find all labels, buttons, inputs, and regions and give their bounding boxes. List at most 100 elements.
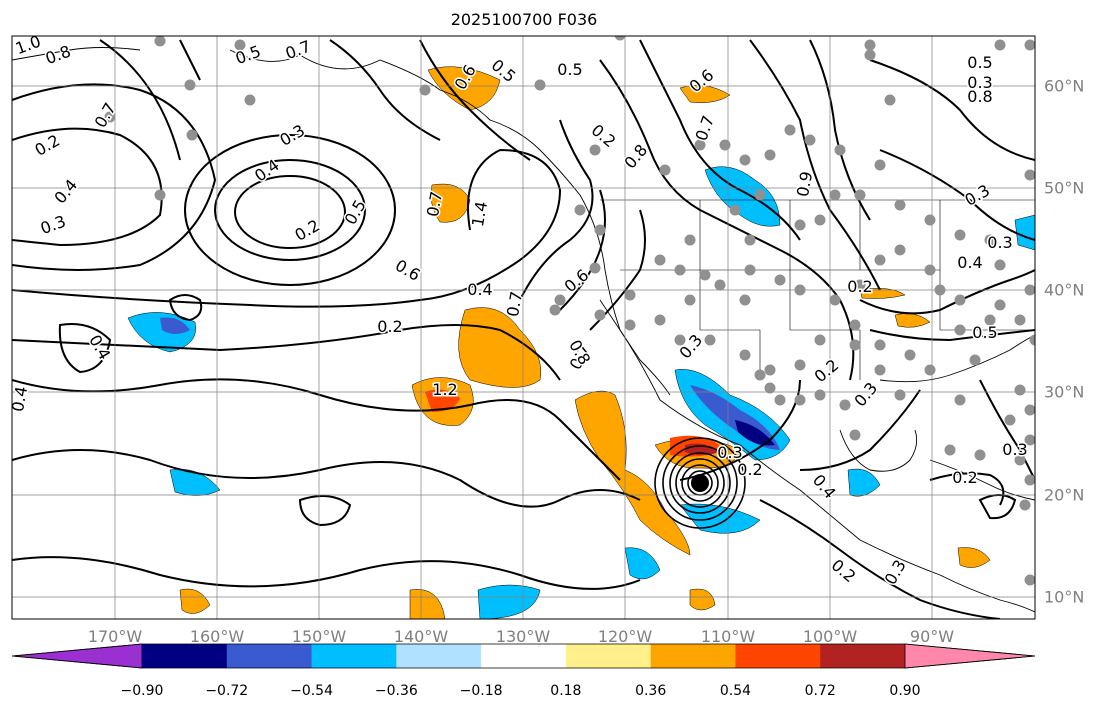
longitude-label: 110°W xyxy=(700,627,756,646)
blue-fill xyxy=(169,468,221,496)
contour-label: 0.3 xyxy=(717,443,742,462)
station-dot xyxy=(894,389,906,401)
colorbar-extend-low xyxy=(11,643,143,669)
station-dot xyxy=(894,199,906,211)
station-dot xyxy=(624,289,636,301)
station-dot xyxy=(954,394,966,406)
station-dot xyxy=(624,319,636,331)
colorbar-tick-label: −0.72 xyxy=(205,683,249,699)
station-dot xyxy=(834,144,846,156)
station-dot xyxy=(154,36,166,47)
longitude-label: 120°W xyxy=(597,627,653,646)
station-dot xyxy=(794,359,806,371)
station-dot xyxy=(654,314,666,326)
colorbar-segment xyxy=(820,644,906,668)
contour-label: 0.2 xyxy=(952,468,977,487)
colorbar-tick-label: 0.18 xyxy=(550,683,582,699)
station-dot xyxy=(1029,334,1035,346)
station-dot xyxy=(839,399,851,411)
station-dot xyxy=(874,159,886,171)
station-dot xyxy=(684,234,696,246)
station-dot xyxy=(419,84,431,96)
station-dot xyxy=(554,294,566,306)
station-dot xyxy=(744,264,756,276)
station-dot xyxy=(849,339,861,351)
station-dot xyxy=(729,204,741,216)
station-dot xyxy=(1014,384,1026,396)
orange-fill xyxy=(458,307,542,388)
station-dot xyxy=(614,36,626,41)
station-dot xyxy=(674,264,686,276)
station-dot xyxy=(994,259,1006,271)
contour-label: 0.5 xyxy=(557,60,582,79)
station-dot xyxy=(1004,414,1016,426)
station-dot xyxy=(739,154,751,166)
longitude-label: 100°W xyxy=(802,627,858,646)
colorbar xyxy=(11,643,1036,669)
longitude-label: 90°W xyxy=(909,627,955,646)
station-dot xyxy=(1024,474,1035,486)
station-dot xyxy=(1024,404,1035,416)
station-dot xyxy=(764,149,776,161)
colorbar-tick-label: −0.90 xyxy=(120,683,164,699)
contour-label: 0.2 xyxy=(737,460,762,479)
red-fill xyxy=(425,389,460,412)
station-dots xyxy=(104,36,1035,586)
colorbar-tick-label: 0.90 xyxy=(889,683,921,699)
longitude-label: 160°W xyxy=(189,627,245,646)
contour-label: 0.4 xyxy=(957,253,982,272)
contour-label: 0.3 xyxy=(987,233,1012,252)
station-dot xyxy=(974,449,986,461)
contour-label: 0.3 xyxy=(967,73,992,92)
longitude-label: 130°W xyxy=(495,627,551,646)
station-dot xyxy=(659,164,671,176)
latitude-label: 50°N xyxy=(1044,178,1085,198)
station-dot xyxy=(829,189,841,201)
station-dot xyxy=(864,49,876,61)
orange-fill xyxy=(679,84,731,103)
station-dot xyxy=(814,214,826,226)
station-dot xyxy=(186,129,198,141)
station-dot xyxy=(589,262,601,274)
colorbar-extend-high xyxy=(904,643,1036,669)
colorbar-tick-label: 0.72 xyxy=(804,683,836,699)
storm-contours xyxy=(654,437,746,529)
station-dot xyxy=(589,144,601,156)
coastlines xyxy=(12,47,1035,613)
station-dot xyxy=(1024,574,1035,586)
station-dot xyxy=(594,309,606,321)
navy-fill xyxy=(735,420,775,446)
map-frame xyxy=(11,35,1036,620)
station-dot xyxy=(704,334,716,346)
orange-fill xyxy=(430,183,471,223)
station-dot xyxy=(1024,39,1035,51)
blue-fill xyxy=(847,468,881,497)
contour-label: 0.4 xyxy=(8,385,31,413)
station-dot xyxy=(244,94,256,106)
station-dot xyxy=(104,111,116,123)
station-dot xyxy=(794,394,806,406)
colorbar-segment xyxy=(735,644,821,668)
station-dot xyxy=(154,189,166,201)
station-dot xyxy=(754,189,766,201)
station-dot xyxy=(1014,454,1026,466)
station-dot xyxy=(864,39,876,51)
station-dot xyxy=(994,299,1006,311)
station-dot xyxy=(874,339,886,351)
colorbar-segment xyxy=(226,644,313,668)
station-dot xyxy=(534,79,546,91)
station-dot xyxy=(874,254,886,266)
station-dot xyxy=(714,279,726,291)
colorbar-segment xyxy=(565,644,652,668)
station-dot xyxy=(794,219,806,231)
station-dot xyxy=(739,349,751,361)
contour-label: 0.2 xyxy=(377,317,402,336)
gridlines xyxy=(12,36,1035,619)
orange-fill xyxy=(859,288,906,299)
station-dot xyxy=(739,294,751,306)
colorbar-tick-label: −0.36 xyxy=(374,683,418,699)
station-dot xyxy=(969,354,981,366)
latitude-label: 30°N xyxy=(1044,382,1085,402)
station-dot xyxy=(804,134,816,146)
orange-fill xyxy=(957,547,991,568)
